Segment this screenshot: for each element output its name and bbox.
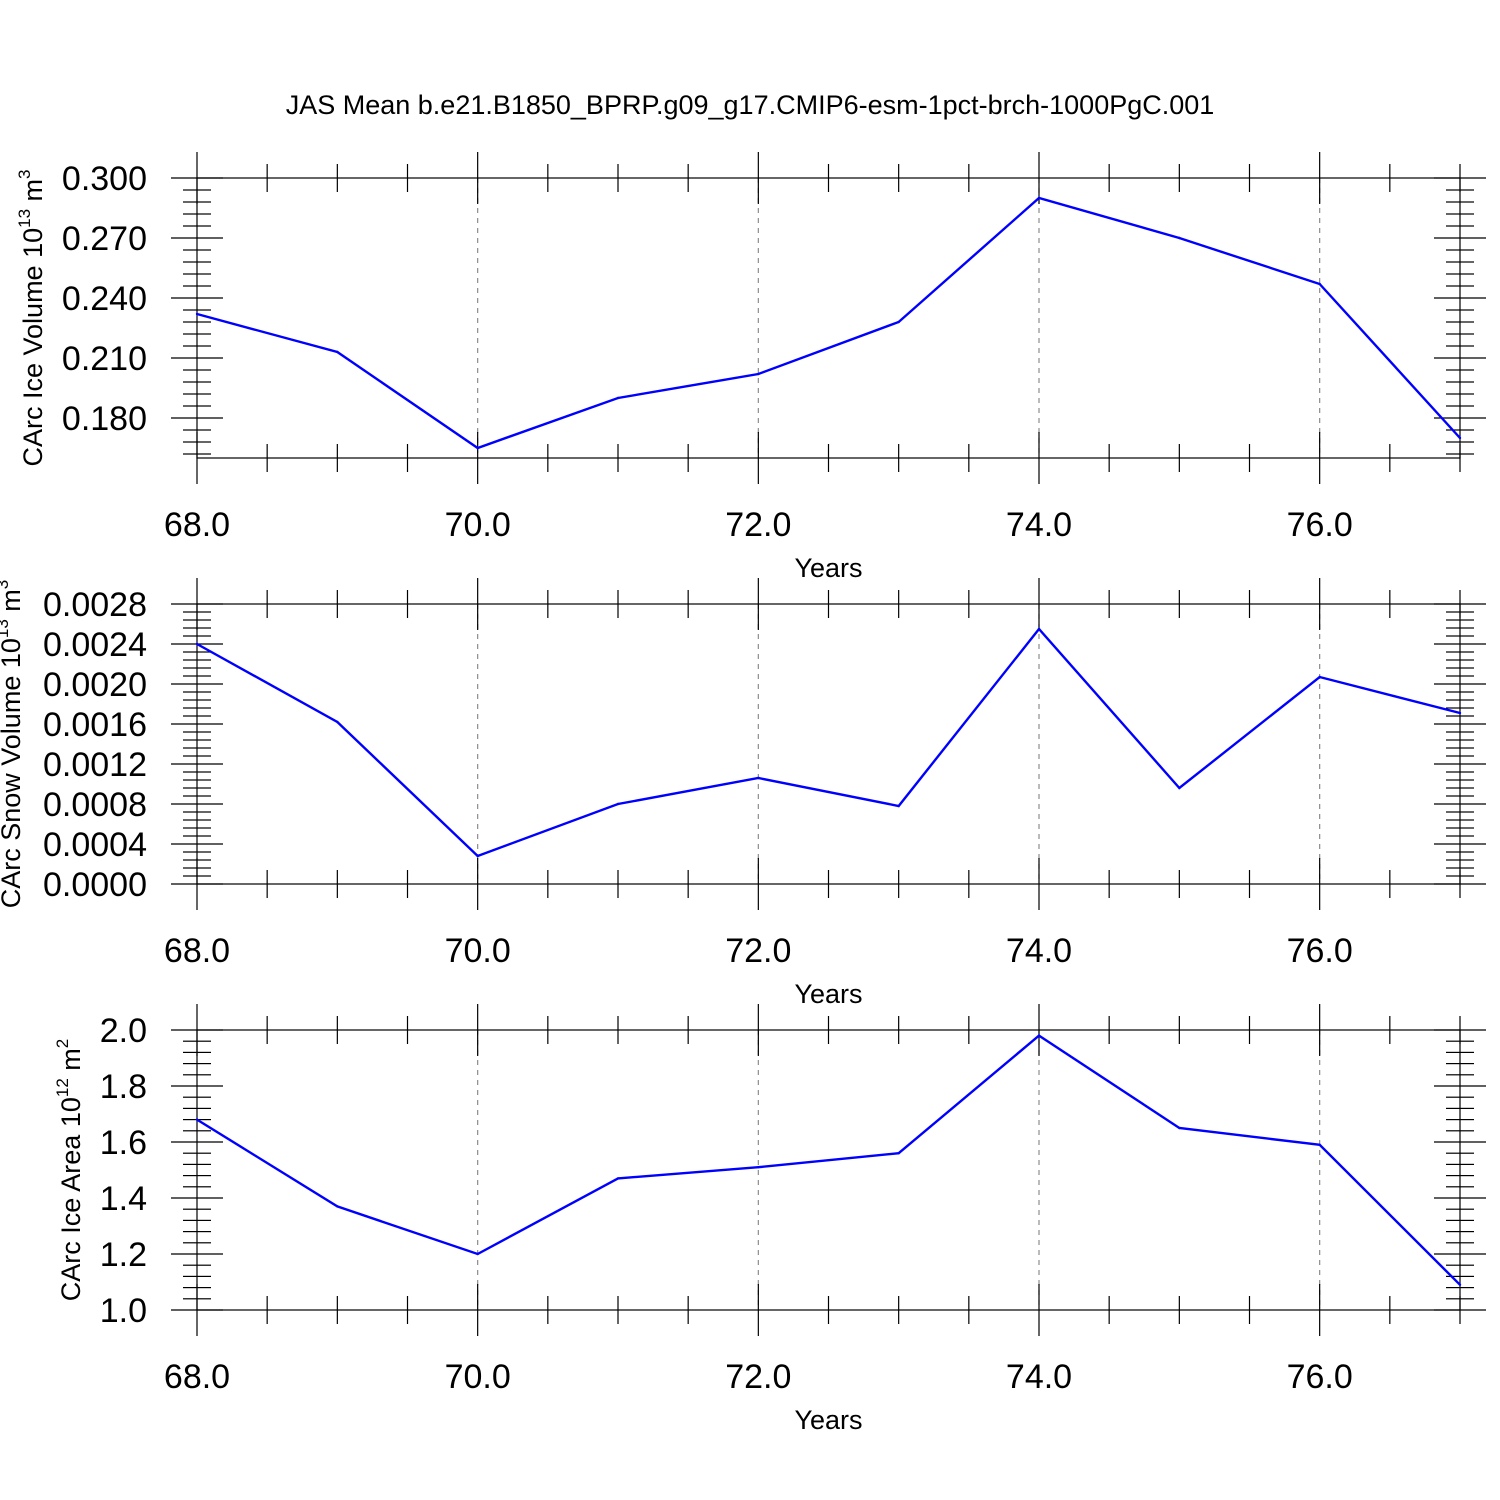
y-tick-label: 0.270 [62,220,147,258]
chart-panel-1: 0.180 0.210 0.240 0.270 0.300 68.0 70.0 72.0 74.… [15,152,1486,583]
data-point [195,1118,199,1121]
data-point [757,1166,760,1169]
y-tick-label: 2.0 [100,1012,147,1050]
data-point [1037,196,1041,200]
data-point [1178,786,1181,790]
y-tick-label: 1.8 [100,1068,147,1106]
data-point [757,372,760,376]
x-tick-label: 72.0 [725,1358,791,1396]
y-tick-label: 1.6 [100,1124,147,1162]
y-tick-label: 0.180 [62,400,147,438]
data-point [476,446,479,450]
y-axis-title: CArc Ice Volume 1013 m3 [15,169,48,466]
x-tick-label: 70.0 [445,1358,511,1396]
series-line [196,1034,1461,1286]
plot-frame [196,177,1461,459]
data-point [1178,1126,1181,1130]
x-tick-label: 76.0 [1287,932,1353,970]
x-tick-label: 74.0 [1006,506,1072,544]
data-point [1458,436,1462,440]
data-point [1037,1034,1041,1037]
chart-panels: 0.180 0.210 0.240 0.270 0.300 68.0 70.0 72.0 74.… [0,152,1486,1435]
y-tick-label: 0.300 [62,160,147,198]
y-axis-title-unit: m [0,589,26,619]
data-point [1178,236,1181,240]
data-point [336,1205,339,1208]
data-point [1458,711,1462,715]
data-point [1458,1283,1462,1287]
chart-panel-2: 0.00000.00040.00080.00120.00160.00200.00… [0,578,1486,1009]
y-axis-title-text: CArc Ice Volume 10 [18,228,48,467]
plot-frame [196,1029,1461,1311]
y-axis-title-unit-exponent: 3 [0,580,12,589]
x-tick-label: 76.0 [1287,506,1353,544]
y-axis-title-unit: m [18,179,48,209]
y-tick-label: 0.210 [62,340,147,378]
data-point [476,1252,479,1256]
y-axis-title: CArc Snow Volume 1013 m3 [0,580,26,909]
x-axis-title: Years [794,1405,862,1435]
x-tick-label: 72.0 [725,932,791,970]
x-tick-label: 76.0 [1287,1358,1353,1396]
y-tick-label: 0.0024 [43,626,147,664]
y-axis-title: CArc Ice Area 1012 m2 [53,1039,86,1302]
y-tick-label: 0.0020 [43,666,147,704]
y-tick-label: 1.4 [100,1180,147,1218]
data-point [616,396,620,400]
y-axis-title-text: CArc Snow Volume 10 [0,638,26,908]
y-tick-label: 0.240 [62,280,147,318]
x-tick-label: 70.0 [445,506,511,544]
data-point [897,320,900,324]
y-tick-label: 0.0004 [43,826,147,864]
x-tick-label: 74.0 [1006,1358,1072,1396]
y-tick-label: 0.0008 [43,786,147,824]
y-tick-label: 1.0 [100,1292,147,1330]
x-tick-label: 74.0 [1006,932,1072,970]
data-point [897,804,900,808]
chart-title: JAS Mean b.e21.B1850_BPRP.g09_g17.CMIP6-… [286,90,1215,120]
series-line [196,196,1461,450]
chart-panel-3: 1.0 1.2 1.4 1.6 1.8 2.0 68.0 70.0 72.0 74.0 76.0 Ye… [53,1004,1486,1435]
x-tick-label: 72.0 [725,506,791,544]
y-axis-title-unit-exponent: 2 [53,1039,72,1048]
y-axis-title-text: CArc Ice Area 10 [56,1097,86,1301]
y-tick-label: 0.0016 [43,706,147,744]
y-axis-title-exponent: 13 [15,209,34,228]
data-point [616,802,620,806]
data-point [1318,1143,1321,1147]
data-point [616,1177,620,1180]
x-axis-title: Years [794,553,862,583]
data-point [195,312,199,316]
data-point [757,776,760,780]
y-axis-title-unit-exponent: 3 [15,169,34,178]
data-point [195,642,199,646]
y-axis-title-exponent: 13 [0,619,12,638]
series-line [196,627,1461,858]
data-point [476,854,479,858]
data-point [336,720,339,724]
x-axis-title: Years [794,979,862,1009]
data-point [897,1152,900,1155]
data-point [1318,282,1321,286]
x-tick-label: 68.0 [164,1358,230,1396]
y-axis-title-unit: m [56,1048,86,1078]
y-tick-label: 0.0028 [43,586,147,624]
plot-frame [196,603,1461,885]
data-point [336,350,339,354]
y-tick-label: 0.0012 [43,746,147,784]
x-tick-label: 70.0 [445,932,511,970]
y-tick-label: 0.0000 [43,866,147,904]
data-point [1037,627,1041,631]
x-tick-label: 68.0 [164,506,230,544]
x-tick-label: 68.0 [164,932,230,970]
y-axis-title-exponent: 12 [53,1078,72,1097]
data-point [1318,675,1321,679]
y-tick-label: 1.2 [100,1236,147,1274]
